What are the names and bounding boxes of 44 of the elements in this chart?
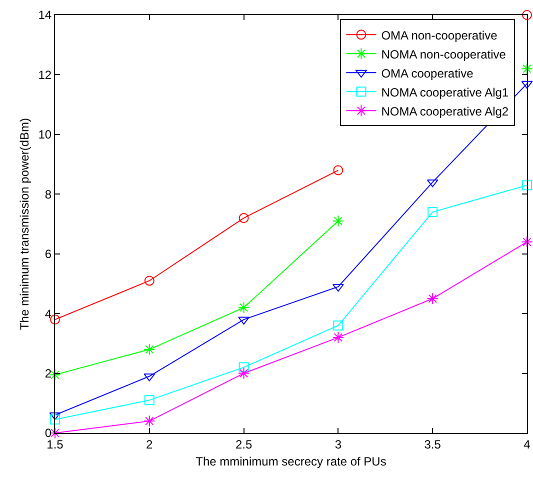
point	[238, 302, 250, 314]
point	[521, 80, 533, 89]
point	[332, 332, 344, 344]
x-tick-label: 3.5	[424, 437, 442, 452]
x-tick-label: 4	[524, 437, 531, 452]
point	[144, 276, 154, 286]
point	[49, 412, 61, 420]
x-tick-label: 3	[334, 437, 342, 452]
y-axis-title: The minimum transmission power(dBm)	[18, 118, 32, 330]
x-tick-label: 2	[146, 437, 154, 452]
point	[238, 316, 250, 325]
point	[333, 320, 344, 331]
point	[238, 362, 249, 372]
x-tick-label: 2.5	[235, 437, 252, 452]
point	[333, 165, 344, 176]
y-tick-label: 12	[38, 68, 52, 82]
point	[522, 10, 532, 20]
legend-label: NOMA cooperative Alg1	[381, 85, 509, 100]
point	[238, 367, 250, 380]
legend-label: NOMA non-cooperative	[381, 47, 506, 62]
point	[426, 179, 438, 188]
point	[428, 207, 438, 218]
point	[332, 284, 344, 292]
point	[521, 236, 533, 248]
y-tick-label: 10	[38, 128, 52, 142]
point	[144, 415, 156, 427]
point	[144, 395, 154, 406]
point	[144, 344, 156, 356]
y-tick-label: 6	[44, 247, 52, 262]
point	[426, 292, 438, 305]
point	[238, 213, 249, 224]
y-tick-label: 14	[38, 8, 52, 22]
legend-label: OMA cooperative	[381, 66, 474, 80]
point	[50, 314, 60, 325]
legend-label: NOMA cooperative Alg2	[381, 104, 509, 118]
point	[50, 414, 60, 425]
point	[332, 215, 344, 227]
x-axis-title: The mminimum secrecy rate of PUs	[196, 454, 386, 468]
y-tick-label: 2	[44, 366, 52, 380]
point	[521, 62, 533, 75]
point	[522, 180, 532, 190]
legend-label: OMA non-cooperative	[381, 28, 498, 42]
y-tick-label: 8	[44, 187, 52, 202]
y-tick-label: 4	[44, 306, 52, 321]
